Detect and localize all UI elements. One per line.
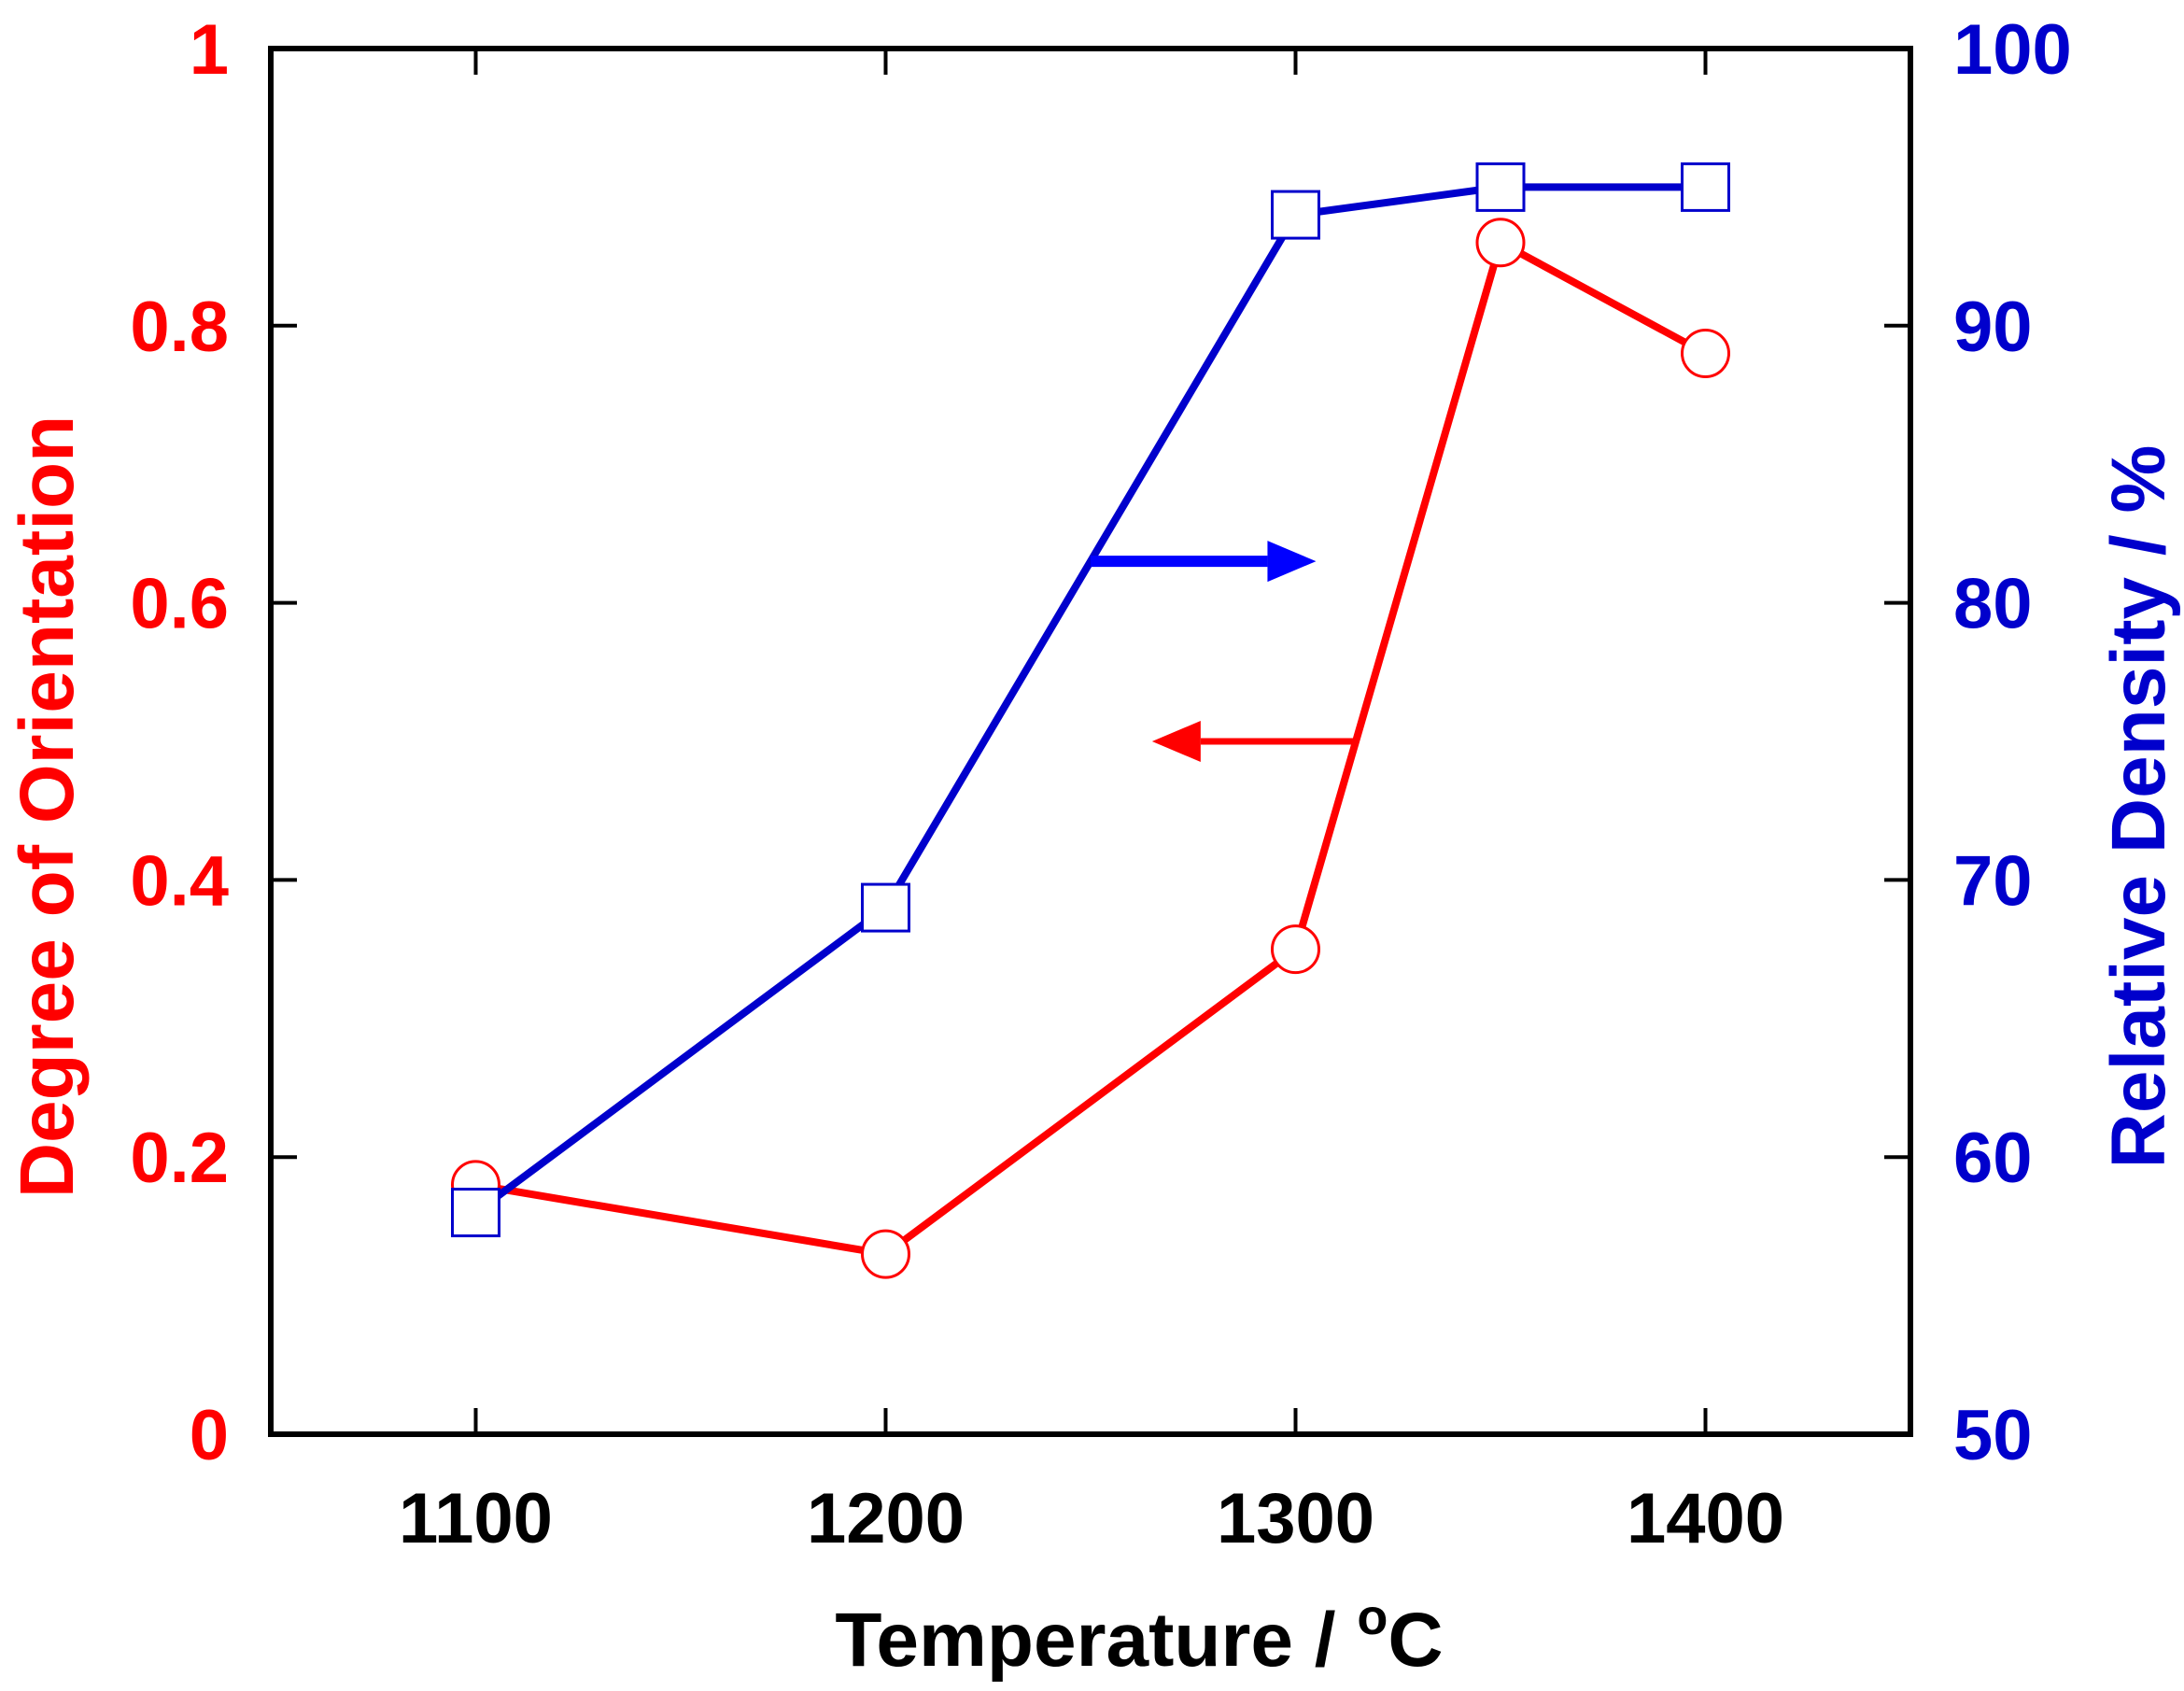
data-point-density <box>1681 162 1730 212</box>
chart-marks <box>451 162 1730 1279</box>
x-tick-label: 1300 <box>1217 1479 1374 1558</box>
data-point-orientation <box>1475 218 1526 268</box>
x-axis-title-sup: o <box>1357 1589 1388 1645</box>
data-point-orientation <box>861 1229 910 1279</box>
y-left-tick-label: 0.4 <box>130 841 229 921</box>
y-left-axis-title: Degree of Orientation <box>5 416 90 1198</box>
y-right-tick-label: 60 <box>1953 1119 2033 1198</box>
annotation-arrow-head-left <box>1151 721 1201 762</box>
annotation-arrow-head-right <box>1267 541 1317 583</box>
y-left-tick-label: 0.2 <box>130 1119 229 1198</box>
y-left-tick-label: 1 <box>190 10 229 90</box>
axis-ticks <box>271 47 1910 1436</box>
data-point-orientation <box>1271 924 1320 975</box>
y-right-tick-label: 90 <box>1953 288 2033 367</box>
y-left-tick-label: 0 <box>190 1396 229 1475</box>
plot-frame <box>268 46 1913 1437</box>
data-point-density <box>451 1188 500 1238</box>
data-point-density <box>861 882 910 933</box>
series-line-density <box>473 183 1706 1216</box>
data-point-density <box>1271 190 1320 240</box>
y-right-tick-label: 70 <box>1953 841 2033 921</box>
y-right-axis-title: Relative Density / % <box>2096 445 2181 1169</box>
x-axis-title-unit: C <box>1388 1598 1443 1683</box>
y-right-tick-label: 100 <box>1953 10 2072 90</box>
tick-labels: 1100 1200 1300 1400 0 0.2 0.4 0.6 0.8 1 50 60 70 80 90… <box>130 10 2071 1558</box>
x-axis-title-main: Temperature / <box>835 1598 1357 1683</box>
x-tick-label: 1400 <box>1627 1479 1784 1558</box>
x-tick-label: 1200 <box>807 1479 965 1558</box>
y-left-tick-label: 0.8 <box>130 288 229 367</box>
y-left-tick-label: 0.6 <box>130 565 229 644</box>
data-point-density <box>1475 162 1526 212</box>
x-axis-title: Temperature / oC <box>835 1589 1443 1683</box>
series-line-orientation <box>474 236 1708 1259</box>
x-tick-label: 1100 <box>399 1479 553 1558</box>
y-right-tick-label: 80 <box>1953 565 2033 644</box>
y-right-tick-label: 50 <box>1953 1396 2033 1475</box>
data-point-orientation <box>1681 328 1730 378</box>
